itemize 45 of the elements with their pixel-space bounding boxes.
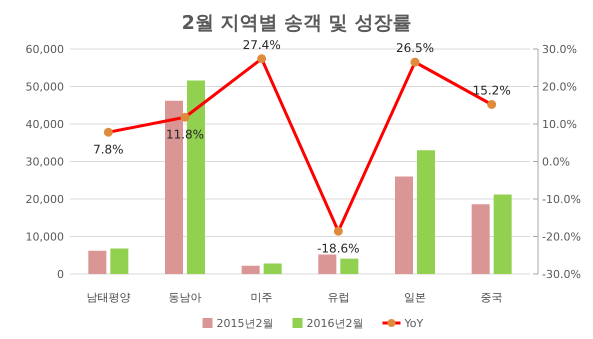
y2-tick-label: 20.0% (542, 80, 577, 94)
bar (318, 254, 336, 274)
y2-tick-label: -20.0% (542, 230, 581, 244)
y2-tick-label: -10.0% (542, 193, 581, 206)
x-tick-label: 미주 (250, 291, 273, 304)
data-label: 15.2% (472, 84, 511, 98)
chart-title: 2월 지역별 송객 및 성장률 (182, 12, 412, 34)
point (180, 112, 190, 122)
y-tick-label: 60,000 (26, 43, 64, 56)
y2-tick-label: -30.0% (542, 268, 581, 281)
bar (472, 204, 490, 274)
point (334, 226, 343, 236)
point (257, 54, 266, 64)
bar (494, 194, 512, 274)
y-tick-label: 40,000 (26, 118, 64, 131)
y2-tick-label: 10.0% (542, 118, 577, 131)
y-tick-label: 50,000 (26, 80, 64, 94)
y2-tick-label: 30.0% (542, 43, 577, 56)
data-label: -18.6% (317, 241, 360, 256)
bar (264, 264, 282, 274)
bar (110, 248, 128, 274)
y-tick-label: 30,000 (26, 156, 64, 168)
x-tick-label: 중국 (480, 291, 503, 304)
legend-label: 2015년2월 (216, 317, 274, 330)
y2-tick-label: 0.0% (542, 156, 570, 168)
bar (395, 176, 413, 274)
x-tick-label: 남태평양 (86, 291, 130, 304)
bar (340, 258, 358, 274)
data-label: 26.5% (396, 41, 434, 56)
point (410, 58, 420, 67)
legend-label: YoY (404, 317, 424, 330)
x-tick-label: 동남아 (168, 291, 202, 304)
point (487, 100, 496, 109)
y-tick-label: 0 (57, 268, 64, 281)
bar (242, 266, 260, 274)
y-tick-label: 20,000 (26, 193, 64, 206)
data-label: 27.4% (242, 38, 281, 52)
legend-label: 2016년2월 (306, 317, 364, 330)
bar (417, 150, 435, 274)
point (104, 128, 113, 137)
bar (88, 250, 106, 274)
x-tick-label: 일본 (404, 291, 426, 304)
x-tick-label: 유럽 (327, 291, 350, 304)
data-label: 7.8% (93, 142, 124, 156)
y-tick-label: 10,000 (26, 230, 64, 244)
